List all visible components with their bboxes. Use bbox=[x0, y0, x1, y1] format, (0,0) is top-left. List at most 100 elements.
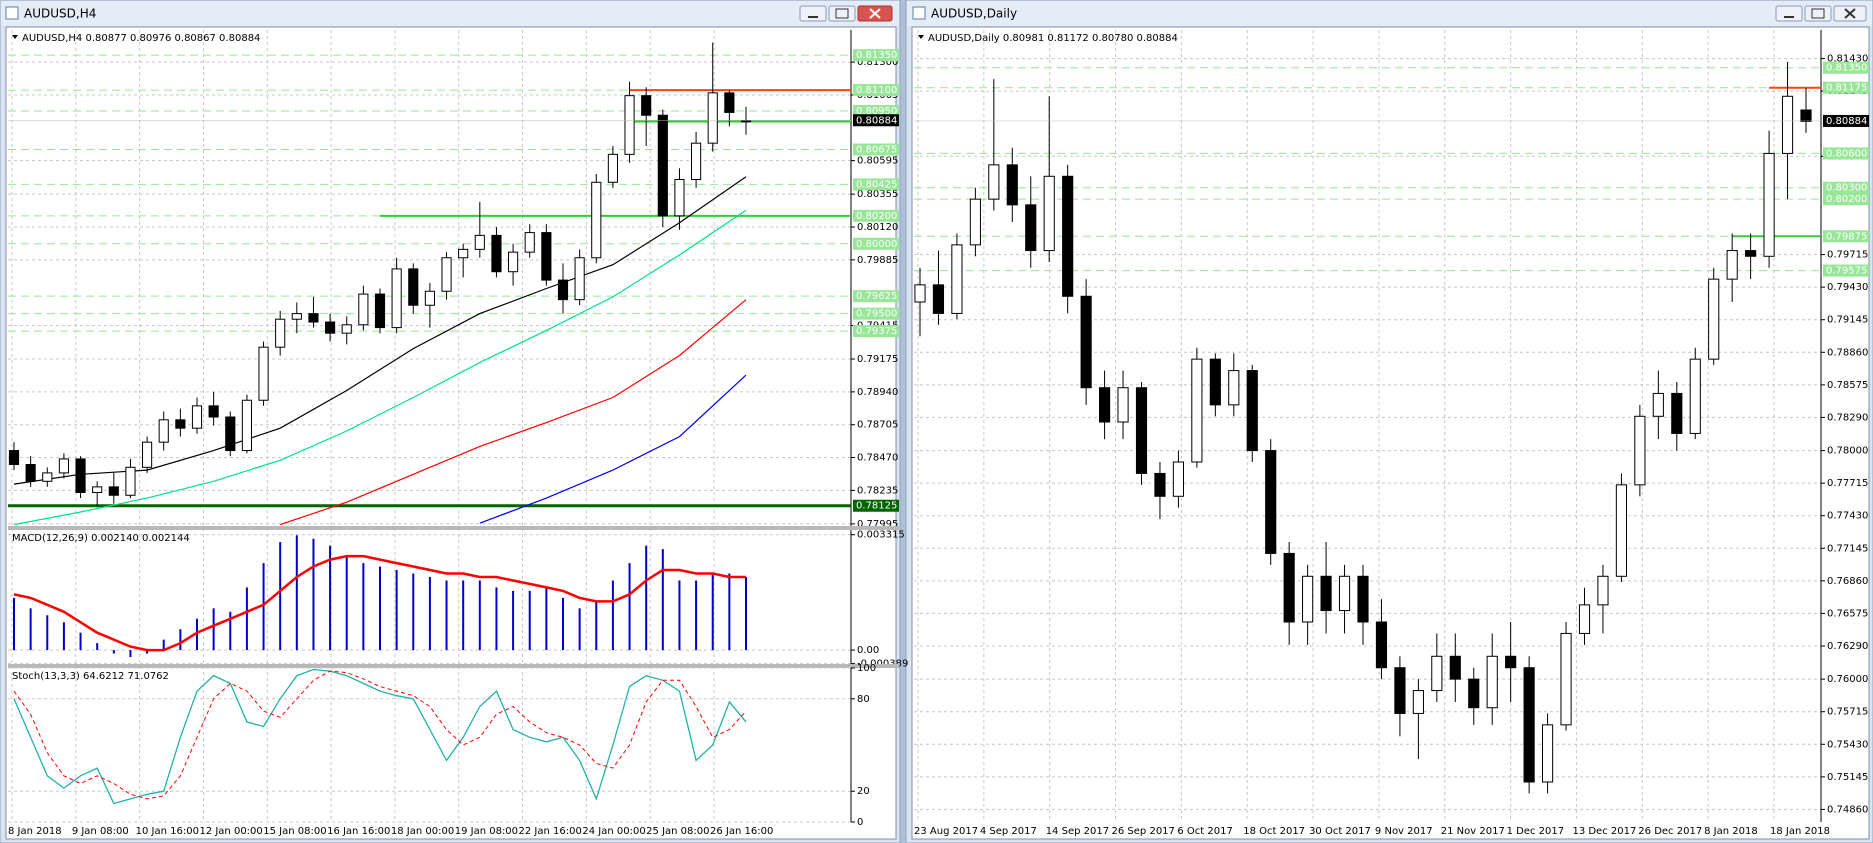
window-icon bbox=[5, 6, 19, 20]
current-price-label: 0.80884 bbox=[856, 115, 897, 126]
y-tick-label: 0.80355 bbox=[857, 189, 898, 200]
line-label-box bbox=[853, 499, 899, 512]
candle-body bbox=[341, 324, 352, 334]
candle-body bbox=[1671, 392, 1683, 434]
current-price-box bbox=[1823, 114, 1869, 127]
maximize-button[interactable] bbox=[1804, 5, 1832, 22]
candle-body bbox=[707, 92, 718, 144]
candle-body bbox=[607, 153, 618, 183]
y-tick-label: 0.00 bbox=[857, 645, 879, 656]
candle-body bbox=[42, 472, 53, 482]
candle-body bbox=[374, 293, 386, 329]
candle-body bbox=[474, 234, 485, 250]
y-tick-label: 0.78860 bbox=[1827, 347, 1868, 358]
candle-body bbox=[914, 284, 926, 303]
candle-body bbox=[969, 198, 981, 246]
candle-body bbox=[158, 419, 169, 443]
candle-body bbox=[391, 268, 402, 329]
time-label: 18 Oct 2017 bbox=[1243, 826, 1305, 837]
symbol-info: AUDUSD,H4 0.80877 0.80976 0.80867 0.8088… bbox=[22, 33, 260, 44]
time-label: 25 Jan 08:00 bbox=[646, 826, 709, 837]
level-label: 0.80675 bbox=[856, 144, 897, 155]
title-bar[interactable] bbox=[1, 1, 899, 26]
time-label: 18 Jan 00:00 bbox=[391, 826, 454, 837]
level-label-box bbox=[1823, 264, 1869, 277]
candle-body bbox=[441, 257, 452, 292]
level-label-box bbox=[853, 84, 899, 97]
candle-body bbox=[524, 232, 535, 253]
level-label-box bbox=[1823, 61, 1869, 74]
y-tick-label: 0.76000 bbox=[1827, 674, 1868, 685]
moving-average bbox=[280, 299, 747, 526]
time-label: 26 Jan 16:00 bbox=[710, 826, 773, 837]
symbol-info: AUDUSD,Daily 0.80981 0.81172 0.80780 0.8… bbox=[928, 33, 1178, 44]
level-label-box bbox=[1823, 81, 1869, 94]
moving-average bbox=[13, 176, 747, 485]
candle-body bbox=[1597, 575, 1609, 606]
y-tick-label: 0.74860 bbox=[1827, 804, 1868, 815]
level-label: 0.81100 bbox=[856, 85, 897, 96]
candle-body bbox=[1006, 164, 1018, 206]
candle-body bbox=[8, 450, 20, 466]
candle-body bbox=[1394, 667, 1406, 714]
candle-body bbox=[541, 232, 552, 281]
candle-body bbox=[125, 466, 136, 496]
candle-body bbox=[691, 142, 702, 180]
level-label-box bbox=[853, 49, 899, 62]
candle-body bbox=[424, 290, 435, 306]
level-label-box bbox=[853, 209, 899, 222]
indicator-info: MACD(12,26,9) 0.002140 0.002144 bbox=[12, 533, 190, 544]
y-tick-label: 0.003315 bbox=[857, 530, 905, 541]
minimize-button[interactable] bbox=[1775, 5, 1803, 22]
time-label: 26 Sep 2017 bbox=[1112, 826, 1175, 837]
candle-body bbox=[191, 405, 203, 429]
candle-body bbox=[1652, 392, 1664, 417]
panel-separator bbox=[8, 526, 899, 530]
chart-area[interactable] bbox=[5, 26, 897, 840]
level-label-box bbox=[853, 325, 899, 338]
candle-body bbox=[1043, 175, 1055, 252]
y-tick-label: 0.78940 bbox=[857, 387, 898, 398]
candle-body bbox=[1375, 621, 1388, 669]
y-tick-label: 0.80120 bbox=[857, 222, 898, 233]
current-price-box bbox=[853, 114, 899, 127]
level-label-box bbox=[853, 105, 899, 118]
y-tick-label: 0.76575 bbox=[1827, 608, 1868, 619]
level-label: 0.80200 bbox=[1826, 194, 1867, 205]
candle-body bbox=[308, 313, 319, 323]
candle-body bbox=[1560, 632, 1572, 726]
chart-area[interactable] bbox=[911, 26, 1870, 840]
candle-body bbox=[1578, 604, 1591, 634]
level-label: 0.80200 bbox=[856, 211, 897, 222]
candle-body bbox=[1172, 461, 1184, 497]
y-tick-label: 0.77715 bbox=[1827, 478, 1868, 489]
moving-average bbox=[479, 374, 747, 524]
y-tick-label: 0.75145 bbox=[1827, 772, 1868, 783]
y-tick-label: 0.78290 bbox=[1827, 412, 1868, 423]
maximize-glyph bbox=[1811, 8, 1825, 19]
level-label-box bbox=[853, 143, 899, 156]
candle-body bbox=[1615, 484, 1627, 577]
time-label: 6 Oct 2017 bbox=[1177, 826, 1232, 837]
candle-body bbox=[1745, 250, 1757, 257]
time-label: 26 Dec 2017 bbox=[1638, 826, 1702, 837]
level-label-box bbox=[853, 237, 899, 250]
maximize-button[interactable] bbox=[828, 5, 856, 22]
level-label-box bbox=[853, 307, 899, 320]
level-label-box bbox=[1823, 230, 1869, 243]
candle-body bbox=[724, 92, 735, 113]
y-tick-label: 0.80595 bbox=[857, 156, 898, 167]
candle-body bbox=[1800, 109, 1812, 122]
candle-body bbox=[325, 321, 336, 334]
title-bar[interactable] bbox=[907, 1, 1872, 26]
candle-body bbox=[1209, 358, 1221, 406]
dropdown-arrow bbox=[12, 35, 18, 39]
candle-body bbox=[1154, 472, 1166, 497]
minimize-button[interactable] bbox=[799, 5, 827, 22]
window-icon bbox=[912, 6, 926, 20]
y-tick-label: 0.75715 bbox=[1827, 707, 1868, 718]
time-label: 12 Jan 00:00 bbox=[199, 826, 262, 837]
stoch-signal bbox=[13, 670, 747, 800]
time-label: 23 Aug 2017 bbox=[914, 826, 978, 837]
